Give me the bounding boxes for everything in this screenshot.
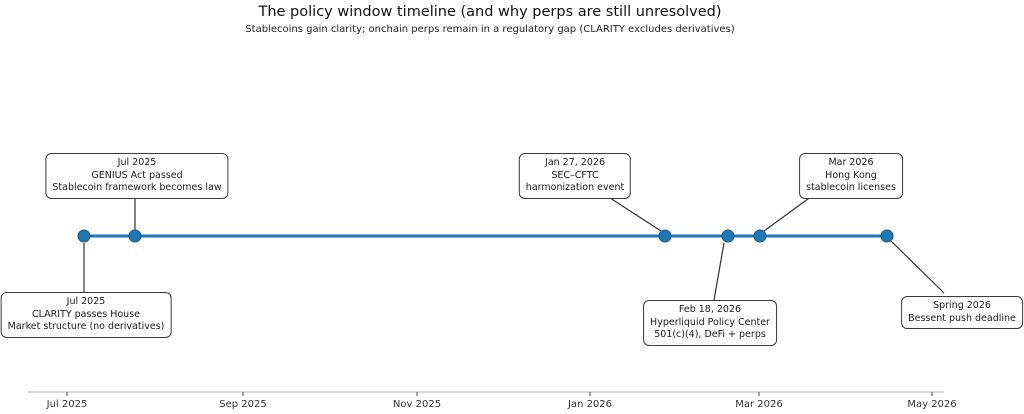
event-box-hong-kong-stablecoin-licenses-line-2: Hong Kong [825, 169, 877, 181]
leader-line-bessent-push-deadline [890, 240, 945, 294]
axis-label-may-2026: May 2026 [907, 399, 957, 410]
event-box-genius-act-passed-line-2: GENIUS Act passed [91, 169, 183, 181]
event-box-hong-kong-stablecoin-licenses: Mar 2026 Hong Kong stablecoin licenses [799, 153, 903, 199]
event-dot-bessent-push-deadline [880, 229, 894, 243]
axis-label-sep-2025: Sep 2025 [219, 399, 267, 410]
chart-title: The policy window timeline (and why perp… [258, 4, 722, 20]
axis-label-jan-2026: Jan 2026 [567, 399, 613, 410]
event-box-clarity-passes-house-line-2: CLARITY passes House [31, 308, 140, 320]
leader-line-hong-kong-stablecoin-licenses [763, 195, 813, 232]
event-box-sec-cftc-harmonization-line-1: Jan 27, 2026 [545, 157, 605, 168]
leader-line-sec-cftc-harmonization [606, 195, 662, 232]
event-box-clarity-passes-house: Jul 2025 CLARITY passes House Market struc… [0, 292, 172, 338]
event-box-genius-act-passed-line-1: Jul 2025 [117, 157, 157, 168]
event-box-hong-kong-stablecoin-licenses-line-3: stablecoin licenses [806, 182, 896, 193]
axis-label-mar-2026: Mar 2026 [735, 399, 783, 410]
axis-label-nov-2025: Nov 2025 [392, 399, 442, 410]
event-box-clarity-passes-house-line-3: Market structure (no derivatives) [7, 321, 165, 332]
event-box-hong-kong-stablecoin-licenses-line-1: Mar 2026 [828, 157, 874, 168]
event-dot-clarity-passes-house [77, 229, 91, 243]
axis-label-jul-2025: Jul 2025 [46, 399, 88, 410]
event-box-clarity-passes-house-line-1: Jul 2025 [66, 296, 106, 307]
event-dot-hong-kong-stablecoin-licenses [753, 229, 767, 243]
event-box-sec-cftc-harmonization-line-3: harmonization event [525, 182, 625, 193]
event-box-bessent-push-deadline: Spring 2026 Bessent push deadline [901, 296, 1023, 329]
event-dot-genius-act-passed [128, 229, 142, 243]
event-box-genius-act-passed-line-3: Stablecoin framework becomes law [52, 182, 222, 193]
event-dot-sec-cftc-harmonization [658, 229, 672, 243]
chart-subtitle: Stablecoins gain clarity; onchain perps … [245, 24, 735, 35]
leader-line-hyperliquid-policy-center [713, 242, 725, 301]
event-box-sec-cftc-harmonization-line-2: SEC–CFTC [551, 169, 599, 181]
event-box-hyperliquid-policy-center: Feb 18, 2026 Hyperliquid Policy Center 501… [643, 300, 777, 346]
event-box-bessent-push-deadline-line-2: Bessent push deadline [908, 312, 1016, 324]
event-box-bessent-push-deadline-line-1: Spring 2026 [933, 300, 991, 311]
event-box-sec-cftc-harmonization: Jan 27, 2026 SEC–CFTC harmonization event [518, 153, 632, 199]
event-box-hyperliquid-policy-center-line-3: 501(c)(4), DeFi + perps [654, 329, 766, 340]
event-box-hyperliquid-policy-center-line-1: Feb 18, 2026 [678, 304, 742, 315]
event-box-genius-act-passed: Jul 2025 GENIUS Act passed Stablecoin fram… [45, 153, 229, 199]
event-dot-hyperliquid-policy-center [721, 229, 735, 243]
event-box-hyperliquid-policy-center-line-2: Hyperliquid Policy Center [650, 316, 770, 328]
